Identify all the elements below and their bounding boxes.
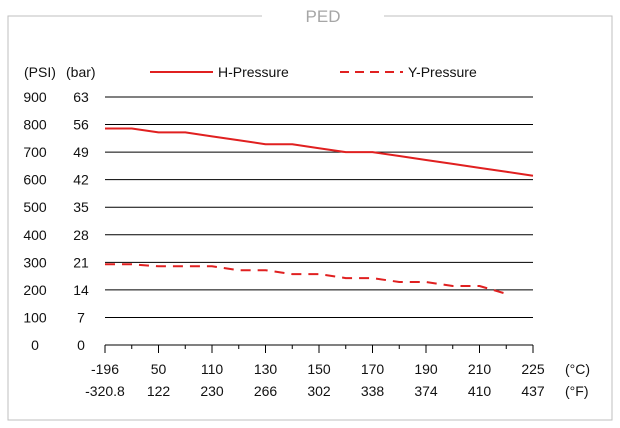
- x-tick-fahrenheit: 338: [361, 383, 385, 399]
- x-tick-celsius: 110: [201, 361, 224, 377]
- x-tick-fahrenheit: 266: [254, 383, 278, 399]
- x-tick-celsius: 130: [254, 361, 278, 377]
- y-tick-psi: 500: [23, 199, 47, 215]
- y-tick-psi: 600: [23, 172, 47, 188]
- y-tick-psi: 900: [23, 89, 47, 105]
- y-tick-bar: 7: [77, 309, 85, 325]
- y-tick-bar: 63: [73, 89, 89, 105]
- x-tick-celsius: 150: [307, 361, 331, 377]
- legend-h-pressure-label: H-Pressure: [218, 64, 289, 80]
- x-tick-fahrenheit: 302: [307, 383, 331, 399]
- h-pressure-line: [105, 127, 534, 177]
- y-unit-bar: (bar): [66, 64, 96, 80]
- y-tick-bar: 56: [73, 117, 89, 133]
- y-tick-bar: 49: [73, 144, 89, 160]
- legend-y-pressure-label: Y-Pressure: [408, 64, 477, 80]
- x-tick-fahrenheit: 230: [200, 383, 224, 399]
- x-tick-celsius: 210: [468, 361, 492, 377]
- y-tick-psi: 0: [31, 337, 39, 353]
- y-tick-bar: 0: [77, 337, 85, 353]
- y-tick-psi: 300: [23, 254, 47, 270]
- y-tick-psi: 700: [23, 144, 47, 160]
- x-unit-fahrenheit: (°F): [565, 383, 588, 399]
- plot-area: 0 0 100 7 200 14 300 21 400 28 500 35 600 42 700 49 800 5…: [23, 89, 545, 399]
- y-tick-bar: 35: [73, 199, 89, 215]
- y-tick-bar: 42: [73, 172, 89, 188]
- y-tick-psi: 800: [23, 117, 47, 133]
- y-tick-bar: 28: [73, 227, 89, 243]
- x-tick-celsius: 170: [361, 361, 385, 377]
- x-tick-celsius: 190: [414, 361, 438, 377]
- y-tick-psi: 100: [23, 309, 47, 325]
- x-tick-fahrenheit: 437: [521, 383, 545, 399]
- x-tick-celsius: -196: [91, 361, 119, 377]
- x-unit-celsius: (°C): [565, 361, 590, 377]
- y-tick-bar: 14: [73, 282, 89, 298]
- x-tick-fahrenheit: 122: [147, 383, 171, 399]
- frame-border-left: [7, 15, 613, 421]
- x-tick-celsius: 50: [151, 361, 167, 377]
- y-tick-bar: 21: [73, 254, 89, 270]
- y-tick-psi: 200: [23, 282, 47, 298]
- y-tick-psi: 400: [23, 227, 47, 243]
- x-tick-celsius: 225: [521, 361, 545, 377]
- x-tick-fahrenheit: 410: [468, 383, 492, 399]
- y-unit-psi: (PSI): [24, 64, 56, 80]
- chart-title: PED: [306, 7, 341, 26]
- x-tick-fahrenheit: 374: [414, 383, 438, 399]
- x-tick-fahrenheit: -320.8: [85, 383, 125, 399]
- y-pressure-line: [105, 263, 507, 295]
